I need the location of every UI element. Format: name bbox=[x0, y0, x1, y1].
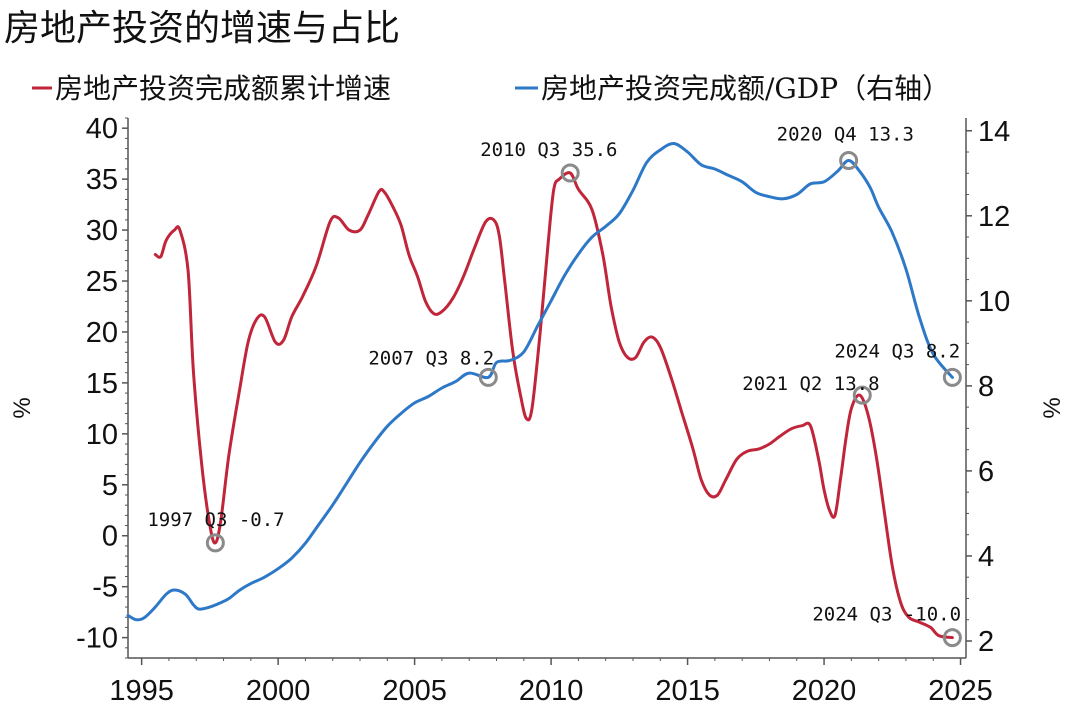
legend-label-growth: 房地产投资完成额累计增速 bbox=[55, 72, 391, 105]
annotation-marker bbox=[560, 163, 580, 183]
legend: 房地产投资完成额累计增速 房地产投资完成额/GDP（右轴） bbox=[32, 72, 950, 105]
annotation-label: 2021 Q2 13.8 bbox=[742, 373, 879, 395]
x-tick-label: 2025 bbox=[928, 675, 993, 707]
annotation-label: 1997 Q3 -0.7 bbox=[147, 509, 284, 531]
annotation-label: 2020 Q4 13.3 bbox=[777, 124, 914, 146]
annotation-label: 2010 Q3 35.6 bbox=[480, 139, 617, 161]
y-left-tick-label: 20 bbox=[86, 317, 118, 349]
y-right-tick-label: 14 bbox=[978, 116, 1010, 148]
annotation-marker bbox=[205, 533, 225, 553]
y-left-axis-label: % bbox=[9, 397, 36, 418]
x-tick-label: 2010 bbox=[519, 675, 584, 707]
annotation-marker bbox=[942, 367, 962, 387]
legend-label-gdp-share: 房地产投资完成额/GDP（右轴） bbox=[541, 72, 950, 105]
y-right-tick-label: 8 bbox=[978, 371, 994, 403]
y-right-tick-label: 2 bbox=[978, 626, 994, 658]
x-tick-label: 2005 bbox=[382, 675, 447, 707]
annotation-label: 2007 Q3 8.2 bbox=[368, 347, 494, 369]
y-left-tick-label: 40 bbox=[86, 113, 118, 145]
y-left-tick-label: -10 bbox=[76, 623, 118, 655]
series-line-investment-growth bbox=[153, 171, 954, 640]
y-left-tick-label: 5 bbox=[102, 470, 118, 502]
y-right-tick-label: 4 bbox=[978, 541, 994, 573]
y-left-tick-label: 30 bbox=[86, 215, 118, 247]
y-left-tick-label: 15 bbox=[86, 368, 118, 400]
series-layer bbox=[126, 142, 954, 640]
y-left-tick-label: 35 bbox=[86, 164, 118, 196]
y-right-tick-label: 10 bbox=[978, 286, 1010, 318]
annotation-marker bbox=[478, 367, 498, 387]
y-left-tick-label: 25 bbox=[86, 266, 118, 298]
annotation-marker bbox=[852, 385, 872, 405]
x-tick-label: 1995 bbox=[109, 675, 174, 707]
y-right-tick-label: 12 bbox=[978, 201, 1010, 233]
annotation-layer: 1997 Q3 -0.7 2007 Q3 8.2 2010 Q3 35.6 2020 … bbox=[147, 124, 962, 648]
y-right-axis-label: % bbox=[1039, 397, 1066, 418]
annotation-label: 2024 Q3 -10.0 bbox=[812, 604, 961, 626]
annotation-label: 2024 Q3 8.2 bbox=[834, 340, 960, 362]
chart-title: 房地产投资的增速与占比 bbox=[4, 8, 400, 49]
x-tick-label: 2020 bbox=[792, 675, 857, 707]
x-tick-label: 2000 bbox=[246, 675, 311, 707]
x-tick-label: 2015 bbox=[655, 675, 720, 707]
y-left-tick-label: -5 bbox=[92, 572, 118, 604]
annotation-marker bbox=[942, 628, 962, 648]
series-line-investment-gdp-share bbox=[126, 142, 954, 622]
y-left-tick-label: 0 bbox=[102, 521, 118, 553]
annotation-marker bbox=[839, 151, 859, 171]
y-right-tick-label: 6 bbox=[978, 456, 994, 488]
y-left-tick-label: 10 bbox=[86, 419, 118, 451]
